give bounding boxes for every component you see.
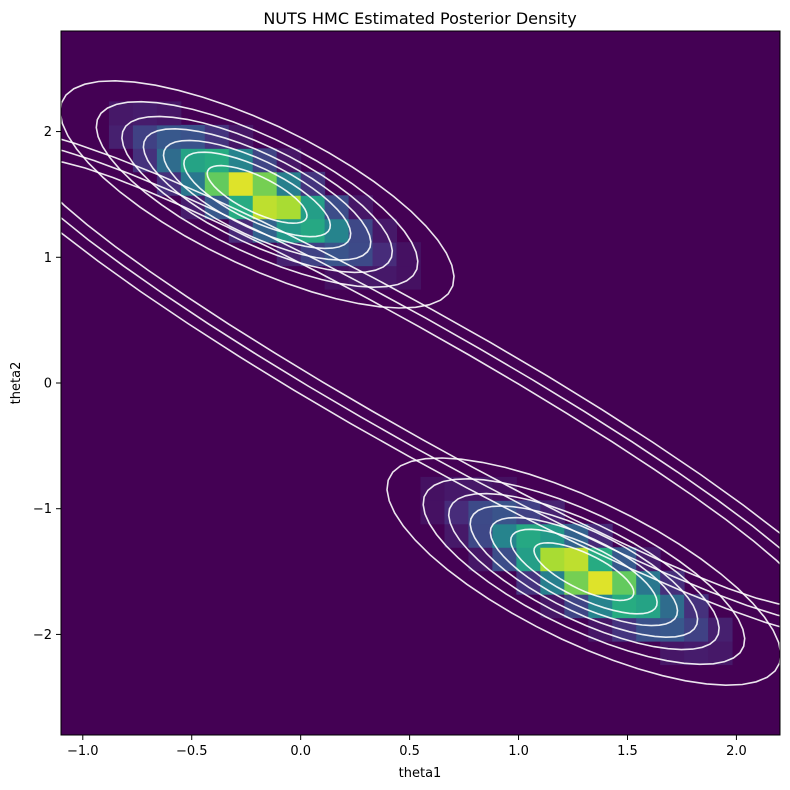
heatmap-cell (132, 124, 158, 149)
y-tick-label: 0 (44, 377, 52, 392)
heatmap-cell (492, 523, 517, 548)
heatmap-cell (276, 195, 302, 220)
y-axis: −2 −1 0 1 2 (33, 125, 61, 643)
heatmap-cell (108, 101, 134, 126)
contour-line (469, 505, 699, 639)
contour-line (533, 541, 635, 602)
x-axis-label: theta1 (399, 766, 442, 781)
heatmap-cell (204, 171, 230, 196)
contour-line (422, 477, 746, 666)
heatmap-cell (564, 570, 589, 595)
heatmap-cell (636, 547, 661, 572)
x-tick-label: 2.0 (726, 744, 747, 759)
contour-line (121, 115, 394, 274)
contour-line (33, 159, 790, 607)
heatmap-cell (612, 547, 637, 572)
heatmap-cell (612, 594, 637, 619)
heatmap-cell (468, 547, 493, 572)
heatmap-cell (228, 124, 254, 149)
y-tick-label: −1 (33, 502, 52, 517)
y-tick-label: 2 (44, 125, 52, 140)
heatmap-cell (564, 547, 589, 572)
contour-line (183, 151, 332, 238)
chart-title: NUTS HMC Estimated Posterior Density (263, 9, 576, 28)
x-axis: −1.0 −0.5 0.0 0.5 1.0 1.5 2.0 (67, 735, 747, 759)
heatmap-cell (372, 265, 398, 290)
heatmap-cell (540, 547, 565, 572)
y-axis-label: theta2 (9, 362, 24, 405)
y-tick-label: −2 (33, 628, 52, 643)
heatmap-cell (252, 171, 278, 196)
heatmap-cell (252, 195, 278, 220)
contour-line (4, 142, 790, 619)
heatmap-cell (636, 617, 661, 642)
heatmap-cell (684, 641, 709, 666)
heatmap-cell (180, 148, 206, 173)
heatmap-cell (540, 523, 565, 548)
heatmap-cell (444, 500, 469, 525)
x-tick-label: 0.5 (399, 744, 420, 759)
contour-line (509, 528, 658, 615)
heatmap-cell (276, 218, 302, 243)
heatmap-cell (156, 101, 182, 126)
heatmap-cell (612, 570, 637, 595)
heatmap-cell (348, 242, 374, 267)
heatmap-cell (372, 242, 398, 267)
heatmap-cell (516, 570, 541, 595)
x-tick-label: 1.0 (508, 744, 529, 759)
contour-lines (0, 79, 790, 687)
contour-line (386, 457, 782, 687)
y-tick-label: 1 (44, 251, 52, 266)
heatmap-cell (276, 148, 302, 173)
x-tick-label: 1.5 (617, 744, 638, 759)
heatmap-cell (588, 570, 613, 595)
heatmap-cell (468, 500, 493, 525)
heatmap-cell (444, 476, 469, 501)
contour-line (206, 164, 308, 225)
heatmap-cell (660, 641, 685, 666)
heatmap-cell (660, 594, 685, 619)
heatmap-cell (300, 218, 326, 243)
contour-line (0, 126, 790, 631)
heatmap-cell (492, 547, 517, 572)
heatmap-cell (180, 171, 206, 196)
heatmap-cell (684, 617, 709, 642)
heatmap-cell (708, 617, 733, 642)
heatmap-cell (636, 594, 661, 619)
heatmap-cell (108, 124, 134, 149)
heatmap-cell (636, 570, 661, 595)
contour-line (142, 127, 372, 261)
heatmap-cell (300, 171, 326, 196)
heatmap-cell (588, 617, 613, 642)
plot-area (0, 30, 790, 736)
heatmap-cell (348, 218, 374, 243)
heatmap-cell (468, 523, 493, 548)
heatmap-cell (708, 641, 733, 666)
x-tick-label: 0.0 (290, 744, 311, 759)
heatmap-cell (204, 195, 230, 220)
heatmap-cell (132, 101, 158, 126)
heatmap-cell (348, 195, 374, 220)
contour-line (95, 100, 419, 289)
heatmap-cell (180, 124, 206, 149)
heatmap-cell (204, 124, 230, 149)
x-tick-label: −1.0 (67, 744, 99, 759)
contour-line (59, 79, 455, 309)
heatmap-cell (324, 195, 350, 220)
x-tick-label: −0.5 (176, 744, 208, 759)
heatmap-cell (228, 171, 254, 196)
